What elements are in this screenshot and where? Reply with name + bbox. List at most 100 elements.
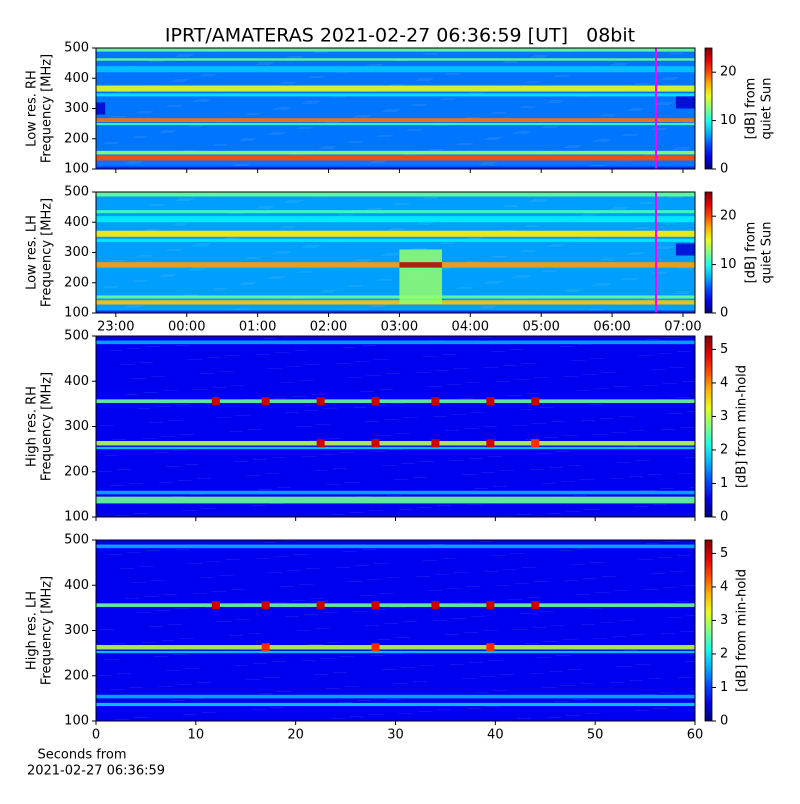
texture [188, 359, 202, 360]
texture [151, 376, 165, 377]
texture [522, 250, 536, 251]
texture [379, 279, 393, 280]
texture [331, 718, 345, 719]
texture [234, 665, 248, 666]
texture [680, 427, 694, 428]
texture [372, 161, 386, 162]
band [96, 230, 695, 237]
band [96, 440, 695, 446]
region [399, 262, 442, 268]
texture [108, 350, 122, 351]
texture [357, 259, 371, 260]
texture [445, 74, 459, 75]
y-tick-label: 500 [64, 41, 89, 56]
texture [112, 439, 126, 440]
texture [559, 550, 573, 551]
colorbar-tick-label: 10 [720, 257, 737, 272]
texture [229, 431, 243, 432]
texture [367, 579, 381, 580]
texture [108, 554, 122, 555]
texture [423, 54, 437, 55]
texture [297, 630, 311, 631]
colorbar-tick-label: 2 [720, 646, 728, 661]
texture [420, 665, 434, 666]
texture [374, 359, 388, 360]
texture [588, 608, 602, 609]
texture [195, 100, 209, 101]
texture [202, 508, 216, 509]
spot [431, 439, 440, 448]
texture [134, 717, 148, 718]
texture [193, 101, 207, 102]
texture [430, 340, 444, 341]
texture [239, 140, 253, 141]
texture [491, 555, 505, 556]
texture [663, 383, 677, 384]
texture [299, 380, 313, 381]
x-tick-label: 06:00 [593, 320, 630, 335]
texture [132, 137, 146, 138]
band [96, 66, 695, 73]
texture [571, 360, 585, 361]
texture [522, 363, 536, 364]
texture [580, 683, 594, 684]
y-axis-label: Frequency [MHz] [40, 576, 55, 685]
texture [428, 590, 442, 591]
texture [648, 678, 662, 679]
texture [348, 142, 362, 143]
texture [105, 286, 119, 287]
x-tick-label: 60 [687, 728, 704, 743]
texture [590, 358, 604, 359]
texture [323, 146, 337, 147]
texture [515, 132, 529, 133]
texture [508, 599, 522, 600]
texture [493, 256, 507, 257]
texture [149, 61, 163, 62]
texture [542, 687, 556, 688]
texture [188, 126, 202, 127]
band [96, 48, 695, 52]
texture [668, 197, 682, 198]
x-tick-label: 40 [487, 728, 504, 743]
region [675, 243, 695, 256]
texture [677, 147, 691, 148]
texture [370, 451, 384, 452]
texture [331, 97, 345, 98]
texture [275, 352, 289, 353]
texture [226, 237, 240, 238]
texture [188, 563, 202, 564]
texture [675, 292, 689, 293]
texture [505, 61, 519, 62]
texture [442, 354, 456, 355]
texture [534, 55, 548, 56]
texture [682, 122, 695, 123]
texture [656, 104, 670, 105]
texture [416, 576, 430, 577]
spot [531, 397, 540, 406]
texture [549, 467, 563, 468]
texture [578, 548, 592, 549]
texture [677, 291, 691, 292]
texture [556, 655, 570, 656]
texture [517, 131, 531, 132]
texture [231, 385, 245, 386]
texture [513, 277, 527, 278]
chart-title: IPRT/AMATERAS 2021-02-27 06:36:59 [UT] 0… [165, 25, 635, 47]
texture [251, 709, 265, 710]
texture [583, 374, 597, 375]
band [96, 118, 695, 123]
texture [646, 543, 660, 544]
x-tick-label: 30 [387, 728, 404, 743]
texture [508, 395, 522, 396]
texture [154, 656, 168, 657]
texture [435, 574, 449, 575]
texture [517, 275, 531, 276]
texture [403, 417, 417, 418]
texture [168, 249, 182, 250]
texture [505, 205, 519, 206]
y-axis-label: Low res. LH [25, 215, 40, 290]
texture [554, 701, 568, 702]
texture [369, 64, 383, 65]
y-tick-label: 100 [64, 510, 89, 525]
texture [423, 198, 437, 199]
